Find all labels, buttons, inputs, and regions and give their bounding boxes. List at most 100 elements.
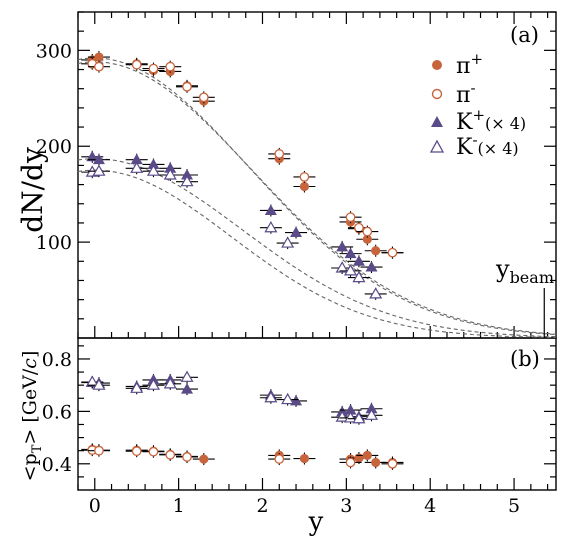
- legend-k-minus-label: K-(× 4): [456, 131, 519, 160]
- ybeam-label: ybeam: [495, 255, 554, 287]
- legend-k-minus-marker: [429, 139, 445, 153]
- meanpt-point-3-5: [180, 370, 194, 382]
- dndy-point-3-6: [264, 221, 278, 233]
- y-title-c: c: [19, 358, 41, 369]
- y-title-end: ]: [19, 351, 41, 358]
- legend-pi-plus-name: π: [456, 54, 470, 79]
- fit-curve-2: [77, 61, 557, 335]
- legend-pi-plus-sup: +: [470, 50, 483, 68]
- dndy-point-3-2: [130, 161, 144, 173]
- dndy-point-1-10: [354, 222, 364, 233]
- meanpt-point-3-6: [264, 391, 278, 403]
- dndy-point-2-2: [130, 153, 143, 165]
- legend: π+ π- K+(× 4) K-(× 4): [429, 50, 526, 160]
- y-title-rest: > [GeV/: [19, 368, 41, 445]
- x-axis-title: y: [308, 507, 324, 537]
- legend-pi-minus-marker: [431, 88, 443, 100]
- panel-b-frame: [77, 337, 557, 491]
- panel-b-y-axis-title: <pT> [GeV/c]: [19, 351, 45, 482]
- y-tick-label-b: 0.8: [42, 349, 72, 371]
- panel-b-data-marks: [81, 370, 404, 470]
- dndy-point-3-9: [344, 264, 358, 276]
- x-tick-label: 2: [256, 495, 268, 517]
- meanpt-point-0-8: [299, 453, 310, 464]
- dndy-point-2-8: [336, 240, 349, 252]
- dndy-point-3-1: [92, 164, 106, 176]
- x-tick-label: 3: [340, 495, 352, 517]
- y-tick-label-b: 0.4: [42, 454, 72, 476]
- dndy-point-2-5: [181, 169, 194, 180]
- legend-k-plus-name: K: [456, 110, 473, 135]
- fit-curve-3: [77, 158, 557, 338]
- dndy-point-2-11: [365, 261, 378, 272]
- dndy-point-3-3: [146, 164, 161, 176]
- dndy-point-1-12: [387, 247, 398, 258]
- legend-k-minus-suffix: (× 4): [478, 139, 519, 158]
- fit-curve-4: [77, 169, 557, 339]
- legend-k-plus-suffix: (× 4): [485, 114, 526, 133]
- meanpt-point-3-0: [85, 375, 99, 387]
- dndy-point-2-0: [86, 150, 99, 162]
- meanpt-point-1-5: [182, 452, 192, 462]
- y-title-prefix: <p: [19, 453, 41, 481]
- panel-a-fit-curves: [77, 57, 557, 339]
- y-title-sub: T: [30, 444, 45, 453]
- ybeam-sub: beam: [510, 268, 554, 287]
- dndy-point-0-12: [371, 246, 381, 256]
- dndy-point-3-11: [369, 287, 383, 299]
- legend-pi-minus-label: π-: [456, 79, 476, 108]
- meanpt-point-3-9: [344, 411, 358, 423]
- meanpt-point-0-6: [199, 454, 209, 464]
- ybeam-main: y: [495, 255, 510, 283]
- dndy-point-1-7: [274, 149, 285, 159]
- dndy-point-1-8: [299, 172, 310, 182]
- meanpt-point-1-6: [274, 454, 285, 464]
- meanpt-point-1-3: [148, 446, 159, 457]
- legend-k-minus-name: K: [456, 135, 473, 160]
- meanpt-point-3-8: [335, 410, 349, 422]
- dndy-point-2-1: [92, 153, 105, 165]
- legend-pi-plus-label: π+: [456, 50, 483, 79]
- legend-k-minus-sup: -: [472, 131, 477, 149]
- dndy-point-1-4: [165, 61, 176, 72]
- legend-k-plus-label: K+(× 4): [456, 106, 526, 135]
- panel-a-label: (a): [510, 23, 539, 47]
- meanpt-point-3-1: [92, 378, 106, 390]
- dndy-point-1-11: [362, 226, 373, 237]
- y-tick-label-a: 100: [36, 232, 72, 254]
- panel-a-data-marks: [81, 51, 404, 300]
- legend-pi-minus-sup: -: [470, 79, 475, 97]
- meanpt-point-0-11: [362, 450, 372, 461]
- dndy-point-1-9: [345, 212, 356, 223]
- meanpt-point-1-2: [131, 446, 142, 457]
- y-tick-label-a: 200: [36, 136, 72, 158]
- dndy-point-2-9: [344, 247, 357, 259]
- meanpt-point-3-7: [281, 392, 295, 405]
- meanpt-point-1-1: [94, 445, 104, 456]
- meanpt-point-3-11: [364, 408, 379, 420]
- dndy-point-1-2: [131, 59, 142, 70]
- panel-a-ticks: 100 200 300: [36, 11, 556, 338]
- meanpt-point-1-8: [387, 458, 398, 469]
- dndy-point-2-6: [264, 204, 277, 215]
- dndy-point-1-5: [182, 81, 192, 92]
- dndy-point-2-10: [352, 255, 365, 266]
- dndy-point-0-8: [299, 181, 310, 192]
- panel-a-y-axis-title: dN/dy: [16, 147, 49, 233]
- dndy-point-1-6: [198, 92, 209, 103]
- dndy-point-1-1: [94, 61, 104, 72]
- panel-b-label: (b): [510, 347, 540, 371]
- legend-k-plus-sup: +: [472, 106, 485, 124]
- dndy-point-1-3: [148, 63, 159, 74]
- panel-b-ticks: 0.4 0.6 0.8 0 1 2 3 4 5: [42, 345, 556, 517]
- dndy-point-0-11: [362, 234, 372, 244]
- legend-pi-minus-name: π: [456, 83, 470, 108]
- x-tick-label: 0: [89, 495, 101, 517]
- meanpt-point-1-4: [165, 450, 176, 460]
- dndy-point-3-4: [163, 168, 177, 180]
- y-tick-label-a: 300: [36, 40, 72, 62]
- fit-curve-1: [77, 57, 557, 336]
- meanpt-point-3-10: [352, 412, 366, 424]
- dndy-point-2-4: [164, 162, 177, 173]
